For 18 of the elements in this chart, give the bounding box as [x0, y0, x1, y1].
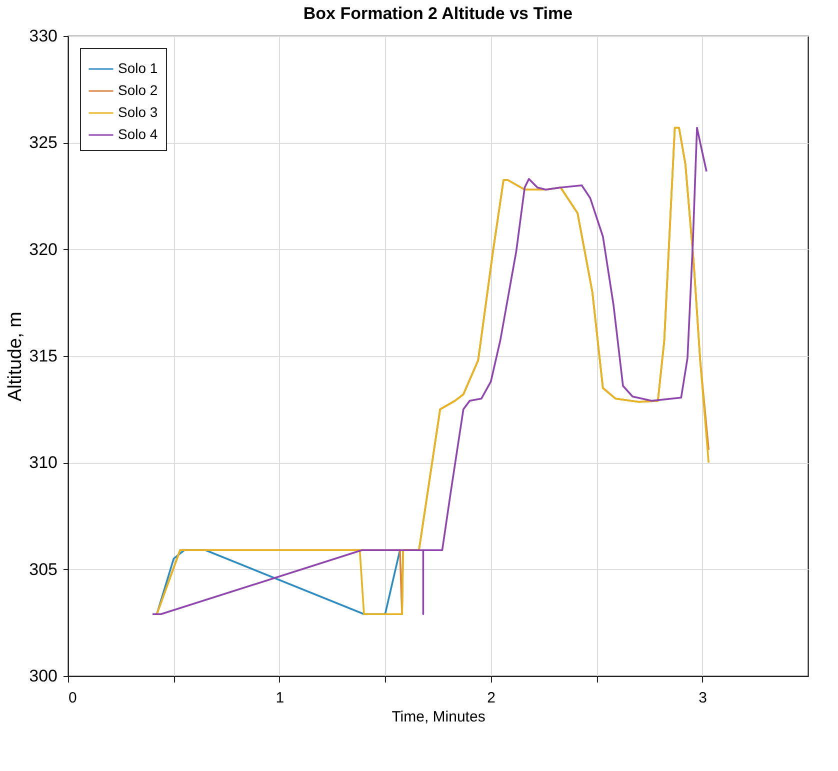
y-tick-label: 315 — [29, 346, 58, 366]
x-tick-label: 2 — [487, 690, 496, 706]
x-axis-title: Time, Minutes — [392, 708, 486, 726]
y-tick-label: 310 — [29, 453, 58, 472]
y-axis-title: Altitude, m — [5, 312, 26, 402]
y-tick-label: 300 — [29, 666, 58, 686]
legend-label: Solo 3 — [118, 104, 158, 120]
x-tick-label: 1 — [276, 690, 284, 706]
legend-label: Solo 2 — [118, 82, 158, 98]
legend-label: Solo 4 — [118, 126, 158, 142]
y-tick-label: 320 — [29, 240, 58, 259]
chart-title: Box Formation 2 Altitude vs Time — [303, 4, 573, 23]
x-tick-label: 3 — [698, 690, 707, 706]
y-tick-label: 330 — [29, 26, 58, 46]
y-tick-label: 305 — [29, 560, 58, 579]
x-tick-label: 0 — [68, 690, 77, 706]
legend-label: Solo 1 — [118, 60, 158, 76]
y-tick-label: 325 — [29, 133, 58, 152]
